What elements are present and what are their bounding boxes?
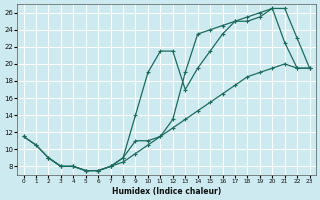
X-axis label: Humidex (Indice chaleur): Humidex (Indice chaleur) — [112, 187, 221, 196]
